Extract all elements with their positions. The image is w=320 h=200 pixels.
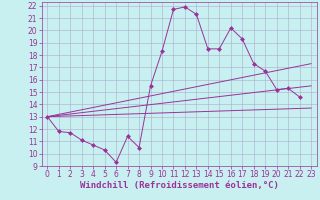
X-axis label: Windchill (Refroidissement éolien,°C): Windchill (Refroidissement éolien,°C) (80, 181, 279, 190)
